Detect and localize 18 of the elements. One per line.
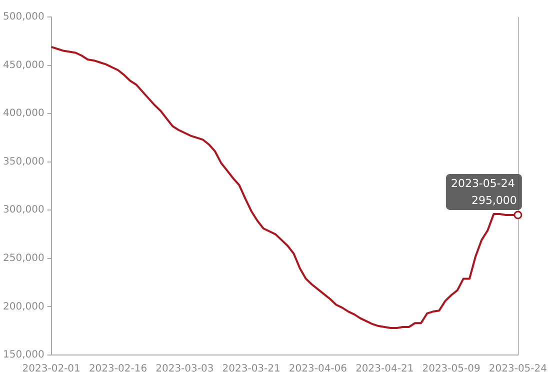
x-tick-label: 2023-04-06 [288,364,348,375]
y-tick-label: 450,000 [2,60,44,71]
x-tick-label: 2023-02-16 [88,364,148,375]
category-label: 2023-05-24 [450,176,515,190]
x-tick-label: 2023-05-09 [422,364,480,375]
x-tick-label: 2023-05-24 [488,364,548,375]
y-tick-label: 200,000 [2,301,44,312]
annotation: 295,000 [471,194,517,207]
x-tick-label: 2023-03-03 [156,364,214,375]
x-tick-label: 2023-04-21 [356,364,414,375]
y-tick-label: 150,000 [2,350,44,361]
y-tick-label: 250,000 [2,253,44,264]
y-tick-label: 500,000 [2,12,44,23]
x-tick-label: 2023-03-21 [222,364,280,375]
y-tick-label: 400,000 [2,108,44,120]
x-tick-label: 2023-02-01 [22,364,80,375]
y-tick-label: 350,000 [2,156,44,168]
y-tick-label: 300,000 [2,204,44,216]
